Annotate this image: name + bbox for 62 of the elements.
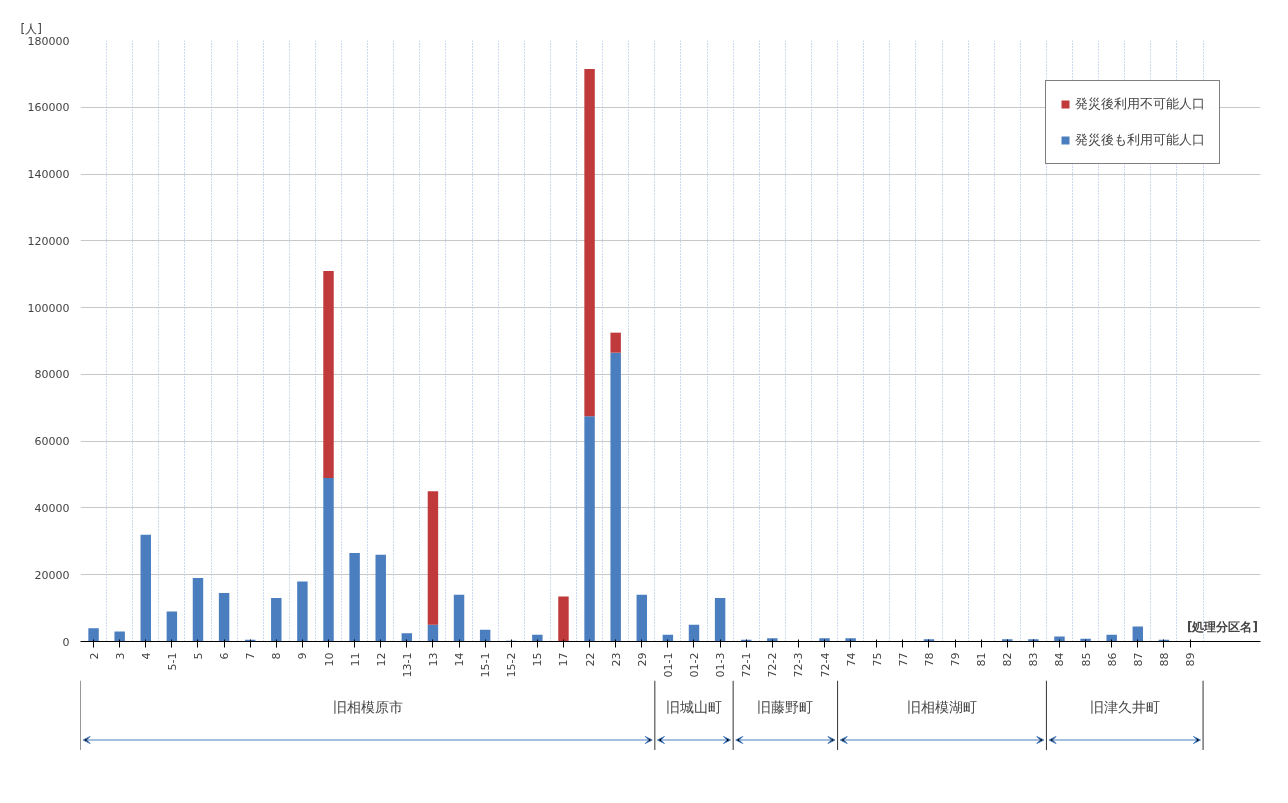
x-tick-label: 83 [1027,652,1041,667]
x-tick-label: 84 [1053,652,1067,667]
y-tick-label: 140000 [27,168,70,182]
x-tick-label: 23 [609,652,623,667]
x-tick-label: 01-2 [688,652,701,678]
x-tick-label: 79 [949,652,963,667]
x-tick-label: 15-2 [505,652,519,678]
x-tick-label: 89 [1184,652,1198,667]
legend-label: 発災後も利用可能人口 [1075,131,1205,149]
y-tick-label: 20000 [34,568,70,582]
x-tick-label: 5-1 [165,652,179,671]
x-tick-label: 75 [870,652,884,667]
y-tick-label: 160000 [27,101,70,115]
x-tick-label: 01-3 [714,652,728,678]
x-tick-label: 85 [1079,652,1093,667]
y-tick-label: 100000 [27,301,70,315]
text: 旧津久井町 [1089,699,1160,716]
x-tick-label: 8 [270,652,284,660]
x-tick-label: 13 [426,652,440,667]
x-tick-label: 87 [1131,652,1145,667]
x-tick-label: 22 [583,652,597,667]
x-tick-label: 14 [453,652,467,667]
y-tick-label: 0 [62,635,70,649]
x-tick-label: 72-4 [818,652,832,678]
x-tick-label: 81 [975,652,989,667]
text: 旧相模原市 [332,699,403,716]
x-tick-label: 11 [348,652,362,667]
x-tick-label: 88 [1157,652,1171,667]
x-tick-label: 78 [922,652,936,667]
x-tick-label: 2 [87,652,101,660]
x-tick-label: 7 [244,652,258,660]
legend-label: 発災後利用不可能人口 [1075,95,1205,113]
text: 旧城山町 [666,699,722,716]
y-axis-title: [人] [20,21,42,36]
x-tick-label: 10 [322,652,336,667]
x-tick-label: 77 [896,652,910,667]
x-tick-label: 72-1 [740,652,754,678]
x-tick-label: 15-1 [479,652,493,678]
y-tick-label: 80000 [34,368,70,382]
x-tick-label: 3 [113,652,127,660]
x-tick-label: 01-1 [661,652,675,678]
x-tick-label: 74 [844,652,858,667]
y-tick-label: 40000 [34,501,70,515]
y-tick-label: 60000 [34,435,70,449]
x-tick-label: 5 [191,652,205,660]
x-tick-label: 12 [374,652,388,667]
x-tick-label: 72-2 [766,652,780,678]
x-tick-label: 13-1 [400,652,414,678]
x-axis-title: [処理分区名] [1186,619,1258,634]
x-tick-label: 9 [296,652,310,660]
text: 旧相模湖町 [907,699,977,716]
x-tick-label: 17 [557,652,571,667]
x-tick-label: 29 [635,652,649,667]
x-tick-label: 6 [218,652,232,660]
y-tick-label: 120000 [27,234,70,248]
y-tick-label: 180000 [27,34,70,48]
x-tick-label: 4 [139,652,153,660]
x-tick-label: 82 [1001,652,1015,667]
x-tick-label: 72-3 [792,652,806,678]
x-tick-label: 86 [1105,652,1119,667]
x-tick-label: 15 [531,652,545,667]
text: 旧藤野町 [757,699,814,716]
